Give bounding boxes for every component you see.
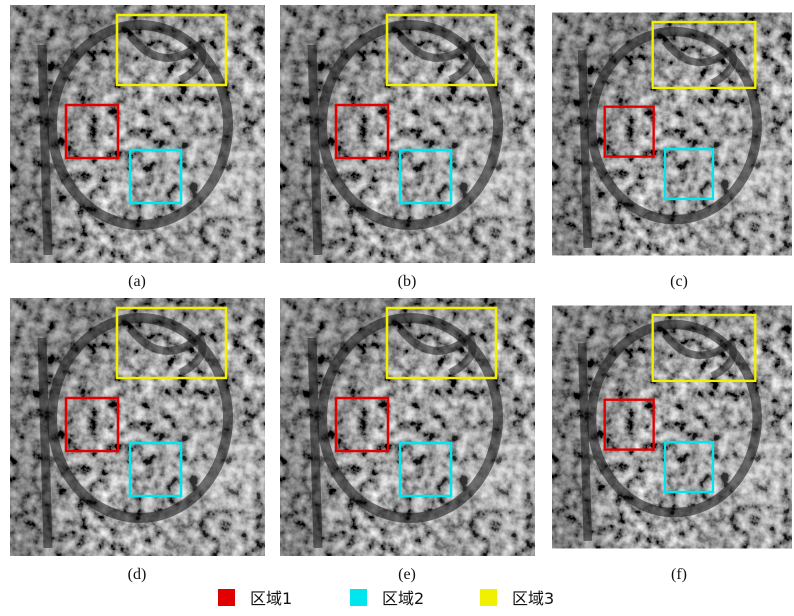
panel-image — [10, 298, 265, 556]
figure: (a) (b) (c) (d) (e) (f) 区域1 区域2 区域3 — [0, 0, 794, 611]
panel-image — [552, 306, 792, 549]
panel-image — [10, 5, 265, 263]
legend-label: 区域1 — [250, 589, 292, 608]
panel-label: (f) — [671, 566, 687, 583]
panel-label: (d) — [128, 566, 147, 583]
legend: 区域1 区域2 区域3 — [250, 589, 554, 608]
legend-swatch — [480, 589, 497, 606]
panel-label: (b) — [398, 273, 417, 290]
legend-label: 区域2 — [382, 589, 424, 608]
panel-label: (a) — [128, 273, 146, 290]
panel-label: (e) — [398, 566, 416, 583]
legend-swatch — [218, 589, 235, 606]
legend-swatch — [350, 589, 367, 606]
panel-image — [552, 13, 792, 256]
legend-label: 区域3 — [512, 589, 554, 608]
panel-image — [280, 5, 535, 263]
panel-image — [280, 298, 535, 556]
panel-label: (c) — [670, 273, 688, 290]
